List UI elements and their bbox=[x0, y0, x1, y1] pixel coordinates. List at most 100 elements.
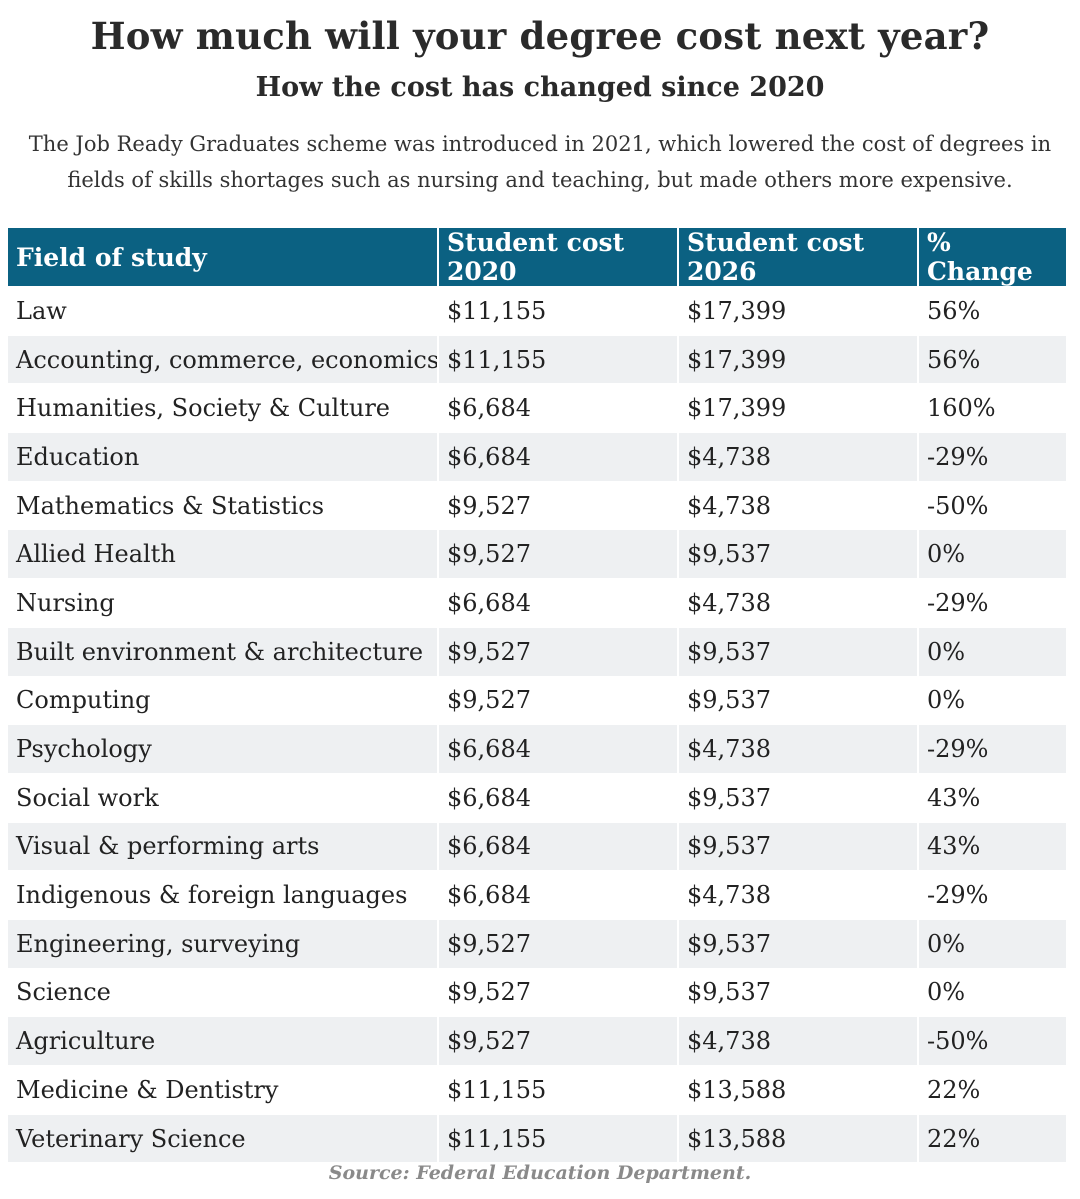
field-cell: Indigenous & foreign languages bbox=[8, 870, 438, 920]
change-cell: 0% bbox=[917, 529, 1066, 579]
cost-2026-cell: $9,537 bbox=[677, 676, 918, 725]
change-cell: -29% bbox=[917, 432, 1066, 482]
cost-2020-cell: $11,155 bbox=[437, 1065, 678, 1115]
cost-2026-cell: $13,588 bbox=[677, 1114, 918, 1163]
change-cell: 56% bbox=[917, 335, 1066, 384]
cost-table: Field of study Student cost 2020 Student… bbox=[8, 228, 1066, 1163]
field-cell: Humanities, Society & Culture bbox=[8, 383, 438, 433]
change-cell: -50% bbox=[917, 481, 1066, 530]
cost-2026-cell: $9,537 bbox=[677, 822, 918, 871]
table-row: Nursing $6,684 $4,738 -29% bbox=[8, 578, 1066, 628]
cost-2026-cell: $4,738 bbox=[677, 1016, 918, 1066]
cost-2026-cell: $17,399 bbox=[677, 383, 918, 433]
field-cell: Science bbox=[8, 968, 438, 1017]
cost-2026-cell: $4,738 bbox=[677, 724, 918, 774]
field-cell: Agriculture bbox=[8, 1016, 438, 1066]
change-cell: -29% bbox=[917, 578, 1066, 628]
cost-2020-cell: $6,684 bbox=[437, 870, 678, 920]
change-cell: 43% bbox=[917, 773, 1066, 823]
change-cell: 0% bbox=[917, 627, 1066, 676]
table-row: Visual & performing arts $6,684 $9,537 43% bbox=[8, 822, 1066, 871]
change-cell: 22% bbox=[917, 1065, 1066, 1115]
intro-text: The Job Ready Graduates scheme was intro… bbox=[28, 132, 1052, 192]
cost-2020-cell: $9,527 bbox=[437, 919, 678, 969]
change-cell: 0% bbox=[917, 676, 1066, 725]
cost-2020-cell: $9,527 bbox=[437, 968, 678, 1017]
cost-2020-cell: $11,155 bbox=[437, 335, 678, 384]
cost-2026-cell: $9,537 bbox=[677, 627, 918, 676]
table-row: Medicine & Dentistry $11,155 $13,588 22% bbox=[8, 1065, 1066, 1115]
table-header: Field of study Student cost 2020 Student… bbox=[8, 228, 1066, 287]
change-cell: -29% bbox=[917, 724, 1066, 774]
cost-2026-cell: $17,399 bbox=[677, 335, 918, 384]
field-cell: Law bbox=[8, 286, 438, 336]
field-cell: Computing bbox=[8, 676, 438, 725]
cost-2020-cell: $6,684 bbox=[437, 724, 678, 774]
table-row: Mathematics & Statistics $9,527 $4,738 -50% bbox=[8, 481, 1066, 530]
change-cell: 56% bbox=[917, 286, 1066, 336]
field-cell: Psychology bbox=[8, 724, 438, 774]
field-cell: Veterinary Science bbox=[8, 1114, 438, 1163]
table-row: Psychology $6,684 $4,738 -29% bbox=[8, 724, 1066, 774]
column-header-cost-2020: Student cost 2020 bbox=[437, 228, 678, 287]
cost-2020-cell: $9,527 bbox=[437, 529, 678, 579]
cost-2026-cell: $9,537 bbox=[677, 773, 918, 823]
field-cell: Built environment & architecture bbox=[8, 627, 438, 676]
cost-2020-cell: $9,527 bbox=[437, 1016, 678, 1066]
table-row: Social work $6,684 $9,537 43% bbox=[8, 773, 1066, 823]
change-cell: -50% bbox=[917, 1016, 1066, 1066]
cost-2026-cell: $9,537 bbox=[677, 968, 918, 1017]
cost-2026-cell: $9,537 bbox=[677, 919, 918, 969]
table-row: Indigenous & foreign languages $6,684 $4,7… bbox=[8, 870, 1066, 920]
cost-2020-cell: $6,684 bbox=[437, 822, 678, 871]
chart-subtitle: How the cost has changed since 2020 bbox=[255, 72, 825, 103]
table-row: Law $11,155 $17,399 56% bbox=[8, 286, 1066, 336]
field-cell: Education bbox=[8, 432, 438, 482]
field-cell: Engineering, surveying bbox=[8, 919, 438, 969]
cost-2020-cell: $9,527 bbox=[437, 676, 678, 725]
cost-2020-cell: $6,684 bbox=[437, 432, 678, 482]
cost-2026-cell: $4,738 bbox=[677, 432, 918, 482]
table-row: Allied Health $9,527 $9,537 0% bbox=[8, 529, 1066, 579]
column-header-change: % Change bbox=[917, 228, 1066, 287]
table-row: Built environment & architecture $9,527 $9… bbox=[8, 627, 1066, 676]
table-row: Accounting, commerce, economics $11,155 $1… bbox=[8, 335, 1066, 384]
table-row: Engineering, surveying $9,527 $9,537 0% bbox=[8, 919, 1066, 969]
field-cell: Accounting, commerce, economics bbox=[8, 335, 438, 384]
column-header-field: Field of study bbox=[8, 228, 438, 287]
field-cell: Medicine & Dentistry bbox=[8, 1065, 438, 1115]
source-note: Source: Federal Education Department. bbox=[328, 1162, 752, 1184]
cost-2020-cell: $11,155 bbox=[437, 286, 678, 336]
table-row: Veterinary Science $11,155 $13,588 22% bbox=[8, 1114, 1066, 1163]
change-cell: 0% bbox=[917, 919, 1066, 969]
change-cell: 0% bbox=[917, 968, 1066, 1017]
table-row: Computing $9,527 $9,537 0% bbox=[8, 676, 1066, 725]
table-row: Education $6,684 $4,738 -29% bbox=[8, 432, 1066, 482]
header-row: Field of study Student cost 2020 Student… bbox=[8, 228, 1066, 287]
field-cell: Nursing bbox=[8, 578, 438, 628]
cost-2020-cell: $9,527 bbox=[437, 627, 678, 676]
chart-title: How much will your degree cost next year… bbox=[90, 14, 990, 58]
cost-2020-cell: $6,684 bbox=[437, 383, 678, 433]
cost-2026-cell: $4,738 bbox=[677, 578, 918, 628]
cost-2020-cell: $11,155 bbox=[437, 1114, 678, 1163]
cost-2020-cell: $6,684 bbox=[437, 578, 678, 628]
column-header-cost-2026: Student cost 2026 bbox=[677, 228, 918, 287]
cost-2026-cell: $4,738 bbox=[677, 870, 918, 920]
change-cell: 22% bbox=[917, 1114, 1066, 1163]
change-cell: 43% bbox=[917, 822, 1066, 871]
field-cell: Allied Health bbox=[8, 529, 438, 579]
field-cell: Visual & performing arts bbox=[8, 822, 438, 871]
cost-2026-cell: $4,738 bbox=[677, 481, 918, 530]
table-row: Humanities, Society & Culture $6,684 $17,3… bbox=[8, 383, 1066, 433]
table-row: Agriculture $9,527 $4,738 -50% bbox=[8, 1016, 1066, 1066]
change-cell: -29% bbox=[917, 870, 1066, 920]
cost-2026-cell: $9,537 bbox=[677, 529, 918, 579]
table-row: Science $9,527 $9,537 0% bbox=[8, 968, 1066, 1017]
change-cell: 160% bbox=[917, 383, 1066, 433]
cost-2026-cell: $13,588 bbox=[677, 1065, 918, 1115]
table-body: Law $11,155 $17,399 56% Accounting, commerce… bbox=[8, 286, 1066, 1163]
field-cell: Mathematics & Statistics bbox=[8, 481, 438, 530]
cost-2020-cell: $9,527 bbox=[437, 481, 678, 530]
cost-2026-cell: $17,399 bbox=[677, 286, 918, 336]
